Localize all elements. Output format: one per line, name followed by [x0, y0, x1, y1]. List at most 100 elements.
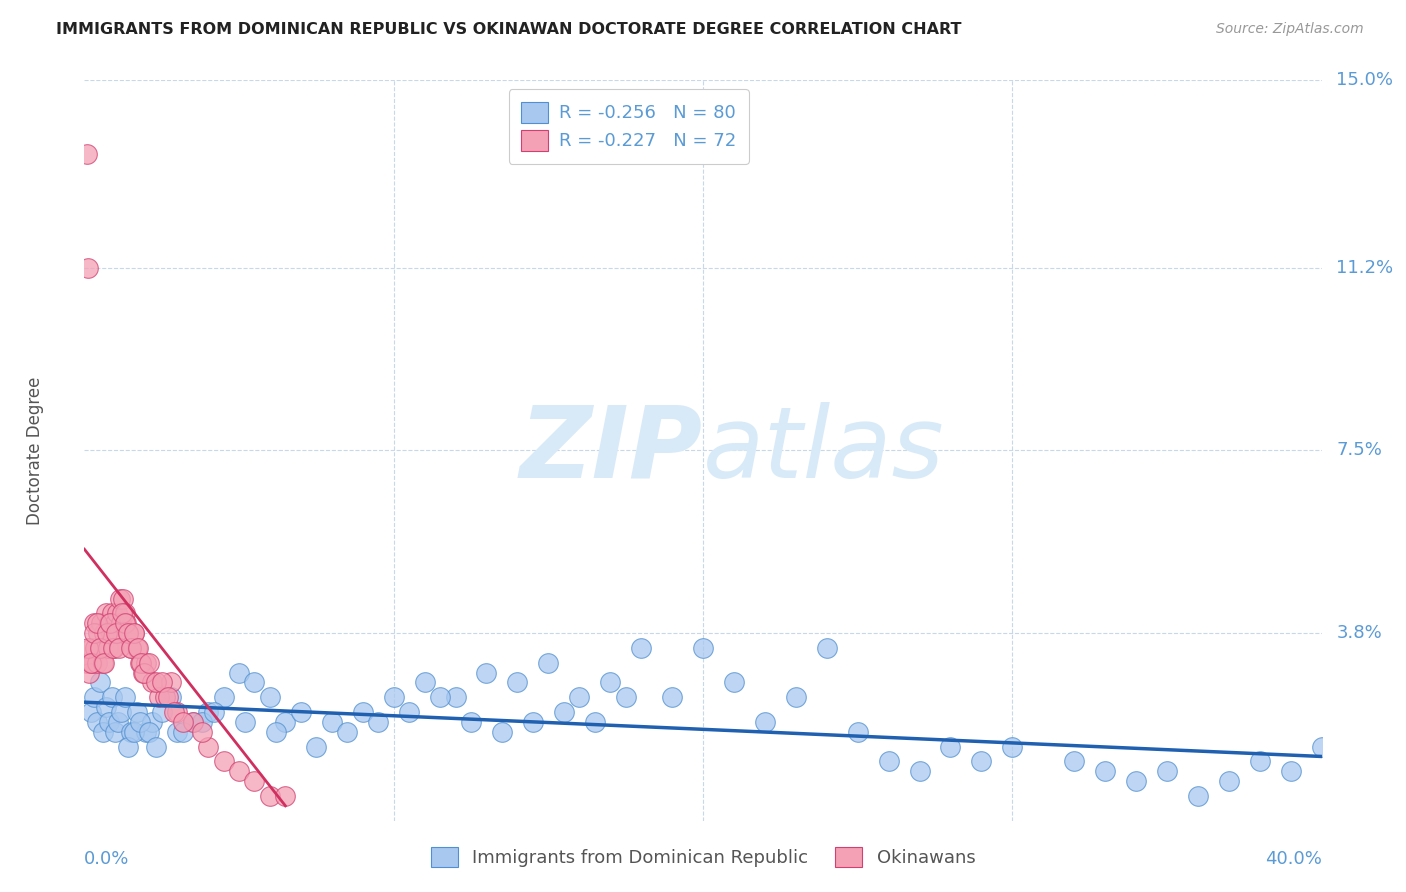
Point — [274, 789, 297, 803]
Point — [939, 739, 962, 754]
Point — [117, 626, 139, 640]
Point — [259, 690, 281, 705]
Point — [475, 665, 498, 680]
Point — [181, 714, 204, 729]
Point — [191, 724, 214, 739]
Point — [336, 724, 359, 739]
Point — [108, 591, 131, 606]
Point — [89, 640, 111, 655]
Point — [815, 640, 838, 655]
Point — [129, 656, 152, 670]
Point — [382, 690, 405, 705]
Point — [132, 665, 155, 680]
Point — [77, 640, 100, 655]
Point — [120, 724, 142, 739]
Point — [135, 656, 157, 670]
Point — [1125, 774, 1147, 789]
Point — [120, 640, 142, 655]
Text: Doctorate Degree: Doctorate Degree — [25, 376, 44, 524]
Point — [172, 714, 194, 729]
Point — [661, 690, 683, 705]
Text: 15.0%: 15.0% — [1337, 71, 1393, 89]
Text: Source: ZipAtlas.com: Source: ZipAtlas.com — [1216, 22, 1364, 37]
Point — [228, 764, 250, 779]
Point — [101, 640, 124, 655]
Point — [785, 690, 807, 705]
Point — [908, 764, 931, 779]
Point — [105, 607, 128, 621]
Point — [98, 714, 121, 729]
Point — [259, 789, 281, 803]
Point — [83, 690, 105, 705]
Point — [79, 705, 101, 719]
Point — [135, 724, 157, 739]
Point — [111, 607, 134, 621]
Point — [367, 714, 389, 729]
Point — [132, 665, 155, 680]
Point — [141, 675, 163, 690]
Point — [568, 690, 591, 705]
Text: 7.5%: 7.5% — [1337, 442, 1382, 459]
Point — [93, 656, 115, 670]
Point — [77, 260, 100, 275]
Point — [94, 607, 117, 621]
Point — [1001, 739, 1024, 754]
Point — [83, 616, 105, 631]
Point — [79, 640, 101, 655]
Point — [754, 714, 776, 729]
Point — [1187, 789, 1209, 803]
Point — [212, 755, 235, 769]
Point — [156, 690, 179, 705]
Point — [77, 665, 100, 680]
Text: 0.0%: 0.0% — [84, 850, 129, 868]
Point — [129, 714, 152, 729]
Point — [290, 705, 312, 719]
Point — [86, 714, 108, 729]
Point — [96, 626, 118, 640]
Point — [84, 640, 107, 655]
Point — [145, 739, 167, 754]
Point — [181, 714, 204, 729]
Point — [90, 616, 112, 631]
Point — [83, 626, 105, 640]
Point — [82, 656, 104, 670]
Point — [264, 724, 287, 739]
Point — [87, 626, 110, 640]
Point — [1310, 739, 1333, 754]
Point — [1156, 764, 1178, 779]
Point — [321, 714, 343, 729]
Point — [117, 626, 139, 640]
Point — [352, 705, 374, 719]
Point — [107, 626, 129, 640]
Point — [80, 656, 103, 670]
Point — [145, 675, 167, 690]
Point — [104, 616, 127, 631]
Point — [138, 724, 160, 739]
Point — [141, 714, 163, 729]
Point — [91, 656, 114, 670]
Point — [460, 714, 482, 729]
Text: IMMIGRANTS FROM DOMINICAN REPUBLIC VS OKINAWAN DOCTORATE DEGREE CORRELATION CHAR: IMMIGRANTS FROM DOMINICAN REPUBLIC VS OK… — [56, 22, 962, 37]
Point — [1094, 764, 1116, 779]
Point — [110, 705, 132, 719]
Point — [160, 675, 183, 690]
Point — [103, 640, 125, 655]
Point — [522, 714, 544, 729]
Text: 40.0%: 40.0% — [1265, 850, 1322, 868]
Point — [148, 690, 170, 705]
Point — [98, 616, 121, 631]
Point — [163, 705, 186, 719]
Point — [970, 755, 993, 769]
Point — [202, 705, 225, 719]
Point — [191, 714, 214, 729]
Point — [100, 626, 122, 640]
Point — [104, 626, 127, 640]
Point — [228, 665, 250, 680]
Point — [124, 626, 146, 640]
Point — [692, 640, 714, 655]
Point — [398, 705, 420, 719]
Legend: Immigrants from Dominican Republic, Okinawans: Immigrants from Dominican Republic, Okin… — [420, 836, 986, 879]
Point — [122, 724, 145, 739]
Point — [112, 591, 135, 606]
Point — [125, 705, 148, 719]
